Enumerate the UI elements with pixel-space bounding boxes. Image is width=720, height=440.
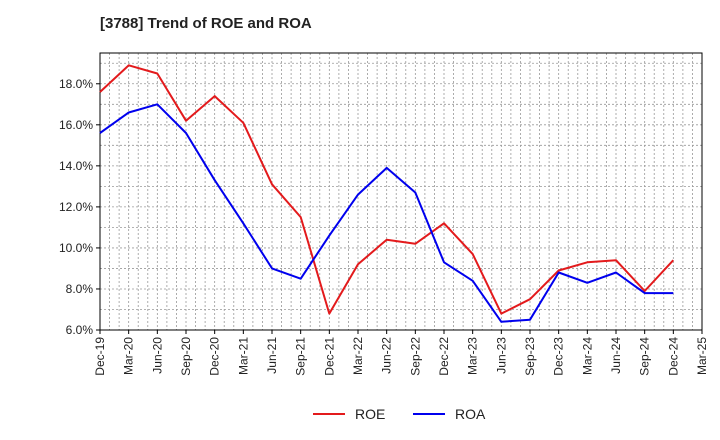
series-line-roe	[99, 64, 675, 315]
y-tick-label: 12.0%	[59, 200, 93, 214]
x-tick-label: Dec-22	[437, 337, 451, 376]
series-line-roa	[99, 103, 674, 323]
x-tick-label: Sep-20	[179, 337, 193, 376]
x-tick-label: Sep-24	[638, 337, 652, 376]
y-tick-label: 16.0%	[59, 118, 93, 132]
x-tick-label: Sep-22	[408, 337, 422, 376]
y-tick-label: 18.0%	[59, 77, 93, 91]
x-tick-label: Jun-20	[150, 337, 164, 374]
x-tick-label: Mar-24	[580, 337, 594, 375]
grid-layer	[100, 53, 702, 330]
x-tick-label: Dec-20	[208, 337, 222, 376]
y-tick-label: 10.0%	[59, 241, 93, 255]
x-tick-label: Dec-21	[322, 337, 336, 376]
y-tick-label: 8.0%	[66, 282, 94, 296]
y-tick-label: 14.0%	[59, 159, 93, 173]
legend-label: ROA	[455, 406, 486, 422]
x-tick-label: Dec-23	[552, 337, 566, 376]
x-tick-label: Sep-23	[523, 337, 537, 376]
legend: ROE ROA	[313, 406, 486, 422]
x-tick-label: Mar-22	[351, 337, 365, 375]
plot-frame	[99, 52, 703, 331]
series-layer	[99, 64, 675, 323]
legend-label: ROE	[355, 406, 385, 422]
x-tick-label: Jun-21	[265, 337, 279, 374]
y-axis: 6.0% 8.0% 10.0% 12.0% 14.0% 16.0% 18.0%	[59, 77, 100, 337]
x-tick-label: Jun-24	[609, 337, 623, 374]
chart-title: [3788] Trend of ROE and ROA	[100, 15, 312, 32]
x-axis: Dec-19 Mar-20 Jun-20 Sep-20 Dec-20 Mar-21 Jun-…	[93, 330, 709, 376]
x-tick-label: Mar-21	[236, 337, 250, 375]
x-tick-label: Mar-23	[466, 337, 480, 375]
x-tick-label: Jun-22	[380, 337, 394, 374]
legend-item-roe: ROE	[313, 406, 385, 422]
legend-item-roa: ROA	[413, 406, 486, 422]
x-tick-label: Jun-23	[494, 337, 508, 374]
x-tick-label: Sep-21	[294, 337, 308, 376]
x-tick-label: Mar-25	[695, 337, 709, 375]
x-tick-label: Dec-24	[666, 337, 680, 376]
y-tick-label: 6.0%	[66, 323, 94, 337]
x-tick-label: Mar-20	[122, 337, 136, 375]
x-tick-label: Dec-19	[93, 337, 107, 376]
